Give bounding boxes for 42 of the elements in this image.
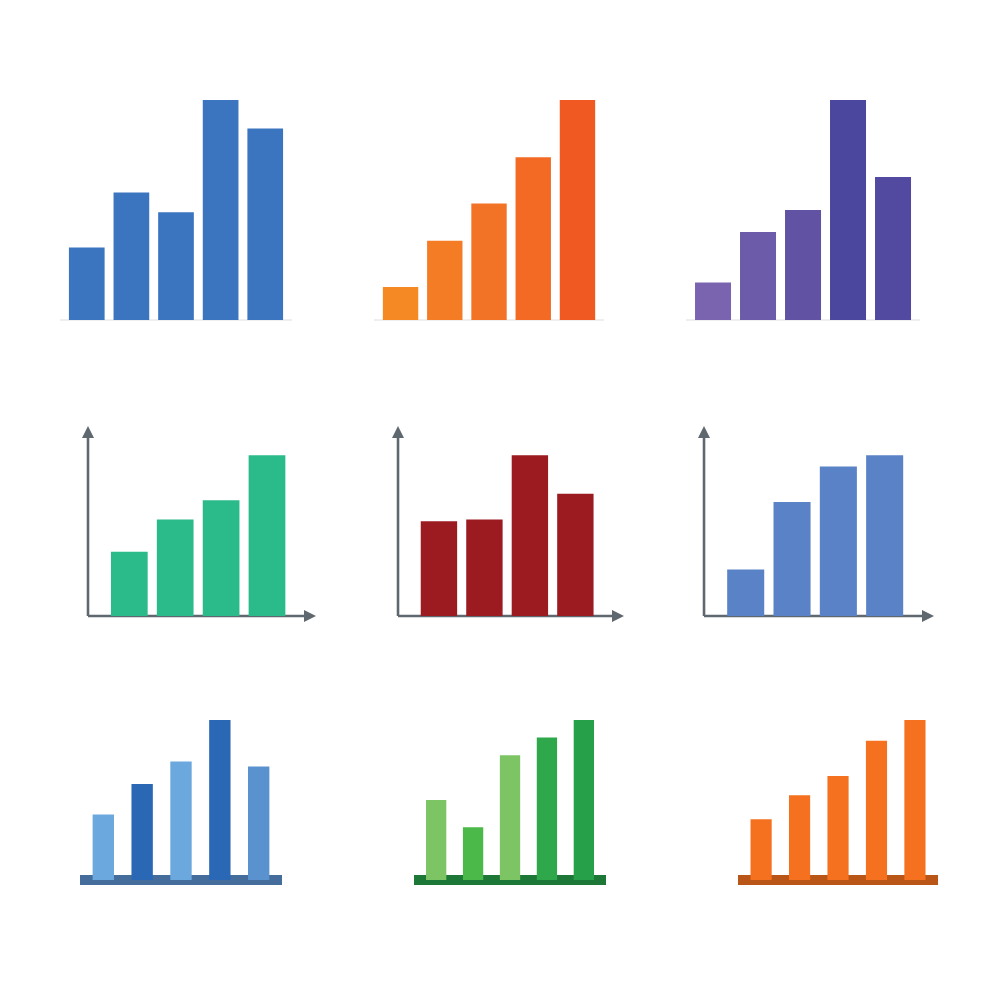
- bar: [247, 128, 284, 320]
- bar: [156, 519, 194, 616]
- bar: [202, 99, 239, 320]
- bar: [170, 761, 192, 880]
- bar: [827, 775, 849, 880]
- bar: [695, 282, 732, 320]
- bar: [499, 755, 521, 880]
- bar: [466, 519, 503, 616]
- bar: [750, 819, 772, 880]
- bar: [92, 814, 114, 880]
- bar: [830, 99, 867, 320]
- bar: [536, 737, 558, 880]
- bar: [158, 212, 194, 320]
- bar: [427, 240, 463, 320]
- bar: [420, 521, 458, 616]
- bar: [110, 551, 148, 616]
- bar: [382, 286, 419, 320]
- bar: [557, 493, 594, 616]
- bar: [727, 569, 765, 616]
- bar: [819, 466, 857, 616]
- bar: [209, 719, 231, 880]
- bar: [773, 501, 811, 616]
- bar: [740, 231, 777, 320]
- bar: [68, 247, 105, 320]
- bar: [904, 719, 926, 880]
- bar: [875, 176, 912, 320]
- bar: [573, 719, 595, 880]
- bar: [426, 799, 447, 880]
- bar: [788, 795, 811, 880]
- bar: [515, 157, 551, 320]
- bar: [113, 192, 150, 320]
- bar: [511, 455, 549, 616]
- bar: [866, 455, 904, 616]
- bar: [462, 827, 484, 880]
- bar: [471, 203, 507, 320]
- bar: [202, 500, 240, 616]
- bar: [785, 209, 822, 320]
- bar: [865, 740, 888, 880]
- bar: [248, 766, 270, 880]
- bar: [559, 99, 596, 320]
- bar: [248, 455, 286, 616]
- bar: [131, 783, 153, 880]
